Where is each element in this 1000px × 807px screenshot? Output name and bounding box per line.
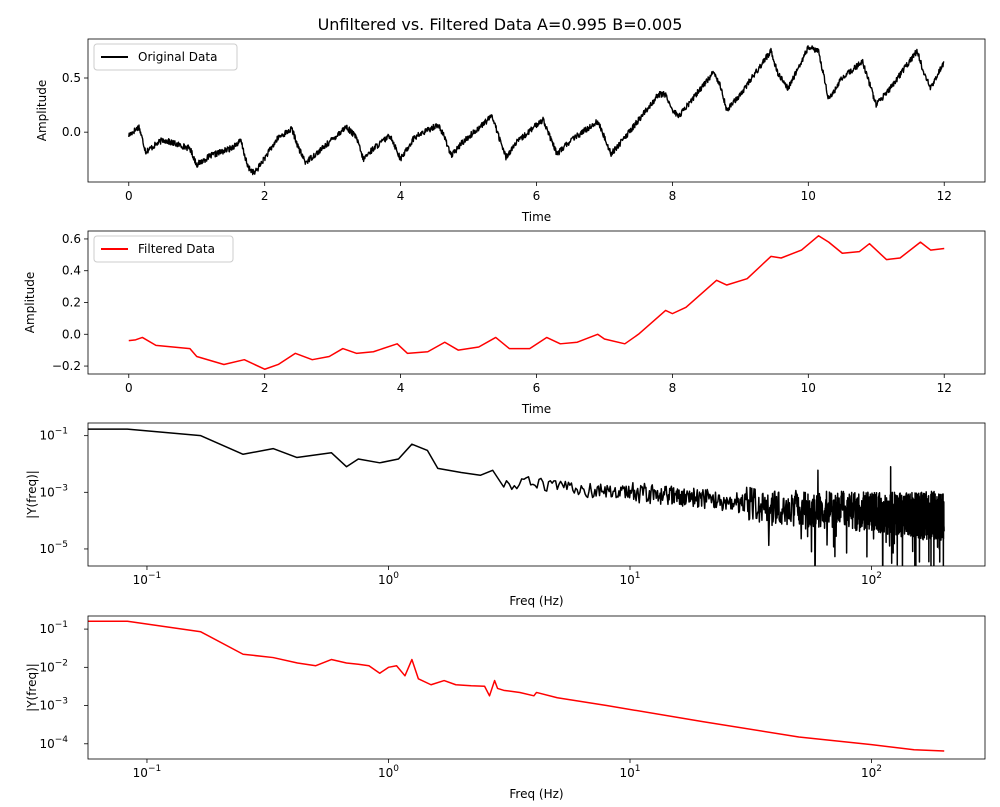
y-axis-label: |Y(freq)| xyxy=(25,470,39,519)
series-line-4-1 xyxy=(88,620,945,752)
axes-frame xyxy=(87,422,986,567)
x-axis-label: Time xyxy=(521,402,551,416)
chart-panel-3: 10−1 100 101 102 10−5 10−3 10−1 Freq (Hz) |Y(fre… xyxy=(25,422,986,608)
x-tick-label: 101 xyxy=(619,571,640,587)
legend: Original Data xyxy=(93,43,238,71)
y-tick-label: 10−4 xyxy=(39,735,68,751)
x-tick-label: 102 xyxy=(861,571,882,587)
x-tick-label: 0 xyxy=(125,189,133,203)
x-tick-label: 10−1 xyxy=(133,571,162,587)
y-tick-label: 10−3 xyxy=(39,483,68,499)
x-tick-label: 101 xyxy=(619,764,640,780)
x-tick-label: 8 xyxy=(669,381,677,395)
x-axis-label: Freq (Hz) xyxy=(509,787,563,801)
x-tick-label: 100 xyxy=(378,571,399,587)
x-tick-label: 12 xyxy=(937,381,952,395)
x-tick-label: 12 xyxy=(937,189,952,203)
y-tick-label: 0.2 xyxy=(62,296,81,310)
y-tick-label: −0.2 xyxy=(52,359,81,373)
figure-title: Unfiltered vs. Filtered Data A=0.995 B=0… xyxy=(318,15,683,34)
x-axis-label: Time xyxy=(521,210,551,224)
legend-label: Filtered Data xyxy=(138,242,215,256)
y-tick-label: 10−3 xyxy=(39,697,68,713)
x-tick-label: 4 xyxy=(397,381,405,395)
x-tick-label: 10 xyxy=(801,381,816,395)
x-tick-label: 6 xyxy=(533,189,541,203)
y-tick-label: 0.5 xyxy=(62,71,81,85)
y-axis-label: Amplitude xyxy=(23,272,37,334)
x-tick-label: 2 xyxy=(261,381,269,395)
y-tick-label: 10−1 xyxy=(39,427,68,443)
y-axis-label: |Y(freq)| xyxy=(25,663,39,712)
legend: Filtered Data xyxy=(93,235,234,263)
x-tick-label: 10 xyxy=(801,189,816,203)
series-line-2-1 xyxy=(128,235,945,370)
legend-box xyxy=(93,235,234,263)
y-axis-label: Amplitude xyxy=(35,80,49,142)
x-tick-label: 4 xyxy=(397,189,405,203)
axes-frame xyxy=(87,615,986,760)
legend-label: Original Data xyxy=(138,50,217,64)
x-tick-label: 102 xyxy=(861,764,882,780)
y-tick-label: 10−5 xyxy=(39,540,68,556)
x-tick-label: 100 xyxy=(378,764,399,780)
series-line-1-1 xyxy=(128,45,945,176)
x-axis-label: Freq (Hz) xyxy=(509,594,563,608)
y-tick-label: 0.4 xyxy=(62,264,81,278)
x-tick-label: 8 xyxy=(669,189,677,203)
y-tick-label: 0.6 xyxy=(62,232,81,246)
x-tick-label: 2 xyxy=(261,189,269,203)
x-tick-label: 0 xyxy=(125,381,133,395)
chart-panel-1: 0 2 4 6 8 10 12 0.0 0.5 Time Amplitude Original Dat… xyxy=(35,38,986,224)
series-line-3-1 xyxy=(88,428,945,566)
y-tick-label: 10−1 xyxy=(39,620,68,636)
y-tick-label: 0.0 xyxy=(62,327,81,341)
chart-panel-4: 10−1 100 101 102 10−4 10−3 10−2 10−1 Freq (Hz) |Y… xyxy=(25,615,986,801)
y-tick-label: 10−2 xyxy=(39,658,68,674)
y-tick-label: 0.0 xyxy=(62,125,81,139)
x-tick-label: 10−1 xyxy=(133,764,162,780)
x-tick-label: 6 xyxy=(533,381,541,395)
chart-panel-2: 0 2 4 6 8 10 12 −0.2 0.0 0.2 0.4 0.6 Time Amplitude Fi… xyxy=(23,230,986,416)
legend-box xyxy=(93,43,238,71)
